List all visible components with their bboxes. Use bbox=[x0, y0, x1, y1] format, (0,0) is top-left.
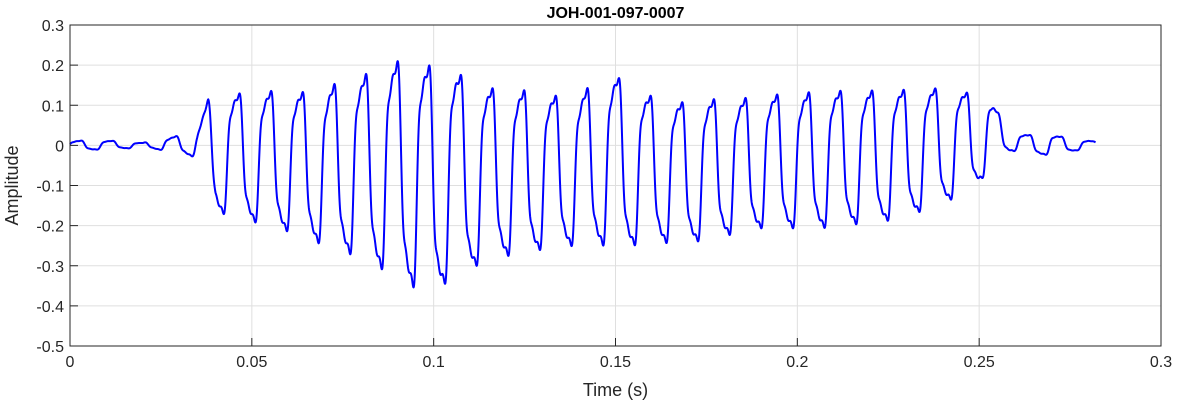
y-tick-label: 0.1 bbox=[42, 98, 64, 115]
grid bbox=[69, 24, 1162, 347]
y-tick-label: -0.4 bbox=[36, 299, 64, 316]
y-tick-label: 0.2 bbox=[42, 58, 64, 75]
ticks: 0 0.05 0.1 0.15 0.2 0.25 0.3 -0.5 -0.4 -0.3 -0.2 -0… bbox=[36, 18, 1172, 371]
y-tick-label: 0 bbox=[55, 138, 64, 155]
x-axis-label: Time (s) bbox=[583, 380, 648, 400]
series-layer bbox=[69, 60, 1097, 289]
waveform-line bbox=[69, 60, 1097, 289]
x-tick-label: 0.15 bbox=[600, 354, 631, 371]
y-tick-label: -0.3 bbox=[36, 259, 64, 276]
y-axis-label: Amplitude bbox=[2, 145, 22, 225]
x-tick-label: 0.25 bbox=[964, 354, 995, 371]
x-tick-label: 0.1 bbox=[423, 354, 445, 371]
chart-title: JOH-001-097-0007 bbox=[547, 5, 685, 22]
x-tick-label: 0.05 bbox=[236, 354, 267, 371]
x-tick-label: 0 bbox=[66, 354, 75, 371]
x-tick-label: 0.3 bbox=[1150, 354, 1172, 371]
x-tick-label: 0.2 bbox=[786, 354, 808, 371]
y-tick-label: -0.2 bbox=[36, 219, 64, 236]
y-tick-label: -0.5 bbox=[36, 339, 64, 356]
y-tick-label: 0.3 bbox=[42, 18, 64, 35]
y-tick-label: -0.1 bbox=[36, 179, 64, 196]
